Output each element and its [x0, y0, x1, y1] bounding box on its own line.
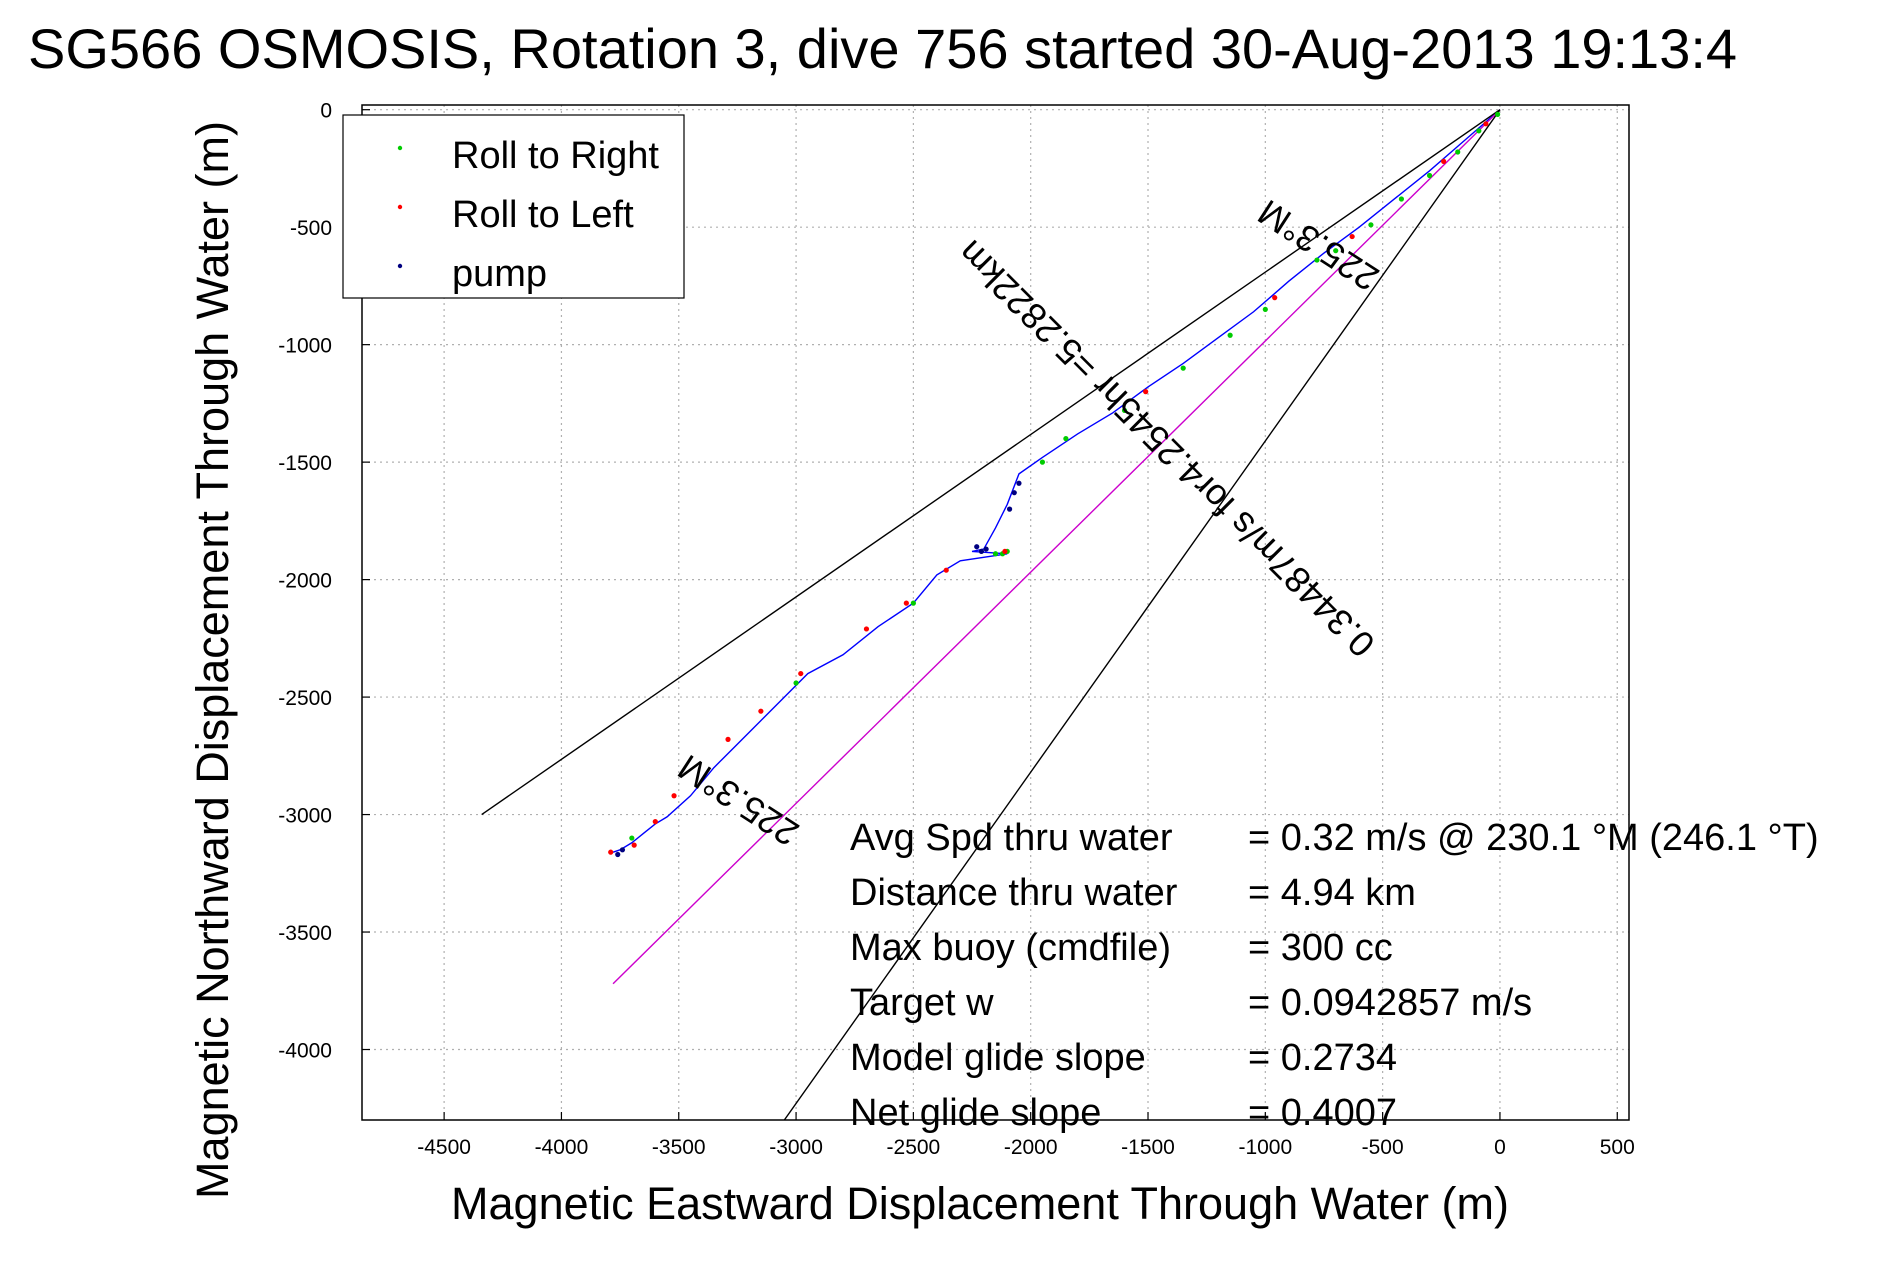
marker-roll-left: [631, 842, 637, 848]
marker-pump: [1016, 480, 1022, 486]
x-tick-label: 0: [1494, 1136, 1506, 1159]
marker-roll-right: [1368, 222, 1374, 228]
stat-value-net-glide: = 0.4007: [1248, 1092, 1397, 1134]
marker-pump: [978, 548, 985, 555]
legend-marker-roll-left: [397, 204, 403, 210]
marker-roll-left: [798, 670, 804, 677]
x-tick-label: -2500: [887, 1136, 941, 1159]
legend-label-roll-left: Roll to Left: [452, 194, 634, 236]
y-tick-label: -2500: [278, 687, 332, 710]
series-markers: [608, 111, 1501, 858]
x-tick-label: -2000: [1004, 1136, 1058, 1159]
y-tick-label: -1500: [278, 452, 332, 475]
marker-roll-right: [1455, 149, 1461, 155]
marker-roll-right: [1426, 172, 1433, 179]
plot-frame: [361, 104, 1630, 1121]
y-tick-label: -4000: [278, 1040, 332, 1063]
tick-labels: -4500 -4000 -3500 -3000 -2500 -2000 -1500 -1000…: [278, 100, 1635, 1159]
marker-pump: [974, 544, 980, 550]
x-tick-label: -500: [1362, 1136, 1404, 1159]
marker-pump: [983, 546, 989, 552]
stat-value-distance: = 4.94 km: [1248, 872, 1416, 914]
y-tick-label: -3500: [278, 922, 332, 945]
y-tick-label: 0: [320, 100, 332, 123]
series-line-3: [783, 109, 1501, 1120]
marker-roll-right: [1333, 248, 1339, 254]
marker-roll-right: [1227, 332, 1233, 338]
y-tick-label: -500: [290, 217, 332, 240]
marker-roll-right: [1398, 196, 1405, 202]
x-tick-label: -1000: [1238, 1136, 1292, 1159]
stat-value-max-buoy: = 300 cc: [1248, 927, 1393, 969]
marker-roll-left: [671, 793, 677, 799]
stat-value-model-glide: = 0.2734: [1248, 1037, 1397, 1079]
marker-pump: [619, 847, 626, 853]
x-axis-label: Magnetic Eastward Displacement Through W…: [451, 1178, 1509, 1229]
marker-roll-right: [793, 680, 799, 686]
marker-roll-left: [1441, 158, 1447, 164]
x-tick-label: -3500: [652, 1136, 706, 1159]
marker-roll-right: [1180, 365, 1186, 371]
marker-roll-left: [1002, 548, 1008, 555]
x-tick-label: -3000: [769, 1136, 823, 1159]
y-tick-label: -3000: [278, 805, 332, 828]
legend-label-roll-right: Roll to Right: [452, 135, 659, 177]
marker-roll-right: [1039, 459, 1046, 465]
marker-roll-left: [758, 708, 764, 714]
y-tick-label: -2000: [278, 570, 332, 593]
stat-value-avg-speed: = 0.32 m/s @ 230.1 °M (246.1 °T): [1248, 817, 1819, 859]
marker-roll-right: [629, 835, 635, 841]
marker-pump: [615, 851, 621, 858]
marker-roll-right: [992, 551, 999, 557]
x-tick-label: -4000: [535, 1136, 589, 1159]
marker-roll-left: [1143, 389, 1149, 395]
marker-roll-right: [1063, 436, 1069, 442]
stat-label-model-glide: Model glide slope: [850, 1037, 1146, 1079]
marker-roll-left: [943, 567, 949, 573]
marker-roll-left: [1483, 121, 1489, 127]
stat-label-target-w: Target w: [850, 982, 994, 1024]
marker-roll-right: [910, 600, 916, 606]
legend: Roll to Right Roll to Left pump: [342, 114, 685, 299]
series-line-2: [481, 109, 1501, 816]
x-tick-label: -1500: [1121, 1136, 1175, 1159]
plot-area: [481, 109, 1501, 1120]
y-axis-label: Magnetic Northward Displacement Through …: [187, 121, 238, 1199]
marker-roll-left: [1349, 233, 1355, 240]
y-tick-label: -1000: [278, 335, 332, 358]
stats-block: Avg Spd thru water = 0.32 m/s @ 230.1 °M…: [850, 817, 1819, 1134]
legend-marker-pump: [397, 263, 403, 269]
legend-marker-roll-right: [397, 145, 403, 151]
x-tick-label: -4500: [417, 1136, 471, 1159]
series-lines: [481, 109, 1501, 1120]
marker-roll-right: [1262, 306, 1268, 313]
marker-roll-left: [608, 849, 614, 855]
marker-roll-left: [1272, 295, 1278, 301]
marker-roll-left: [903, 600, 909, 606]
marker-roll-left: [863, 626, 870, 632]
stat-label-distance: Distance thru water: [850, 872, 1178, 914]
stat-label-max-buoy: Max buoy (cmdfile): [850, 927, 1171, 969]
x-tick-label: 500: [1600, 1136, 1635, 1159]
marker-pump: [1011, 490, 1017, 496]
marker-roll-left: [652, 819, 658, 825]
marker-roll-left: [725, 736, 731, 742]
series-line-0: [612, 109, 1501, 853]
marker-roll-right: [1495, 111, 1501, 117]
chart-title: SG566 OSMOSIS, Rotation 3, dive 756 star…: [28, 17, 1737, 80]
stat-label-avg-speed: Avg Spd thru water: [850, 817, 1173, 859]
marker-roll-right: [1476, 128, 1482, 134]
stat-value-target-w: = 0.0942857 m/s: [1248, 982, 1532, 1024]
legend-label-pump: pump: [452, 253, 547, 295]
marker-roll-right: [1314, 257, 1320, 263]
marker-pump: [1006, 506, 1013, 512]
marker-roll-right: [1121, 407, 1128, 414]
stat-label-net-glide: Net glide slope: [850, 1092, 1101, 1134]
series-line-1: [612, 109, 1501, 985]
